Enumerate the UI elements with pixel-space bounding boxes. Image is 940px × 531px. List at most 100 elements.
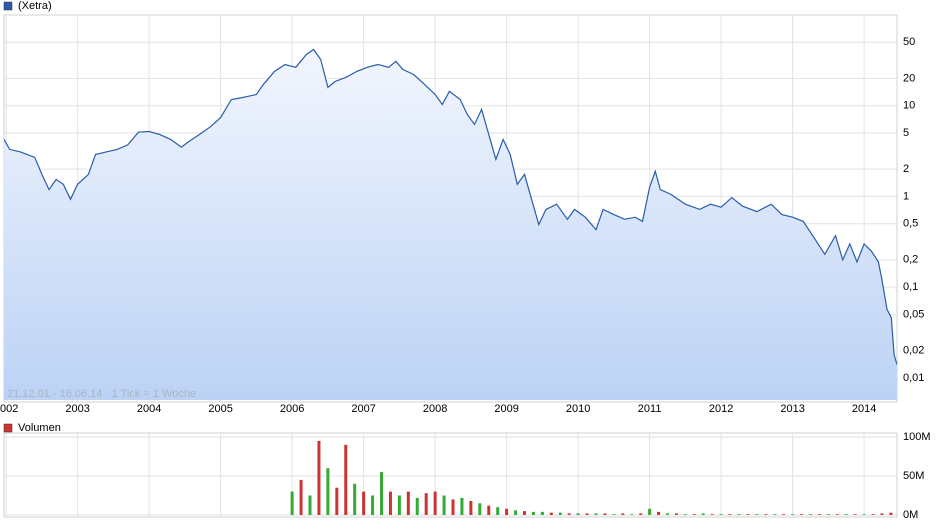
- y-tick-label: 50: [903, 36, 915, 48]
- y-tick-label: 100M: [903, 431, 931, 443]
- price-line: [4, 48, 897, 365]
- volume-bar: [612, 514, 616, 515]
- volume-bar: [380, 472, 384, 515]
- x-tick-label: 2003: [65, 403, 89, 415]
- plot-area: [3, 432, 898, 518]
- y-tick-label: 5: [903, 127, 909, 139]
- volume-bar: [344, 444, 348, 515]
- volume-bar: [505, 508, 509, 515]
- volume-bar: [835, 514, 839, 515]
- y-tick-label: 1: [903, 190, 909, 202]
- volume-bar: [594, 513, 598, 515]
- volume-bar: [701, 513, 705, 515]
- x-tick-label: 2005: [208, 403, 232, 415]
- x-tick-label: 2006: [280, 403, 304, 415]
- y-tick-label: 20: [903, 72, 915, 84]
- legend-label: Volumen: [18, 422, 61, 434]
- legend-swatch: [3, 1, 13, 11]
- volume-bar: [442, 495, 446, 515]
- volume-bar: [406, 491, 410, 515]
- volume-bar: [549, 512, 553, 515]
- volume-bar: [737, 514, 741, 515]
- volume-bar: [451, 499, 455, 515]
- volume-bar: [424, 493, 428, 515]
- volume-bar: [639, 513, 643, 515]
- x-tick-label: 2002: [0, 403, 18, 415]
- volume-bar: [692, 514, 696, 515]
- y-tick-label: 50M: [903, 470, 924, 482]
- volume-bar: [522, 511, 526, 515]
- y-tick-label: 10: [903, 100, 915, 112]
- volume-bar: [433, 491, 437, 515]
- volume-bar: [773, 514, 777, 515]
- volume-bar: [415, 497, 419, 515]
- volume-bar: [791, 514, 795, 515]
- volume-bar: [460, 497, 464, 515]
- volume-bar: [782, 514, 786, 515]
- volume-bar: [478, 503, 482, 515]
- volume-bar: [514, 510, 518, 515]
- volume-bar: [353, 483, 357, 515]
- volume-bar: [487, 505, 491, 515]
- volume-bar: [657, 511, 661, 515]
- x-tick-label: 2008: [423, 403, 447, 415]
- volume-bar: [826, 514, 830, 515]
- y-tick-label: 0,01: [903, 372, 924, 384]
- volume-bar: [853, 514, 857, 515]
- price-area: [4, 49, 897, 400]
- x-tick-label: 2007: [351, 403, 375, 415]
- volume-bar: [621, 513, 625, 515]
- volume-bar: [862, 514, 866, 515]
- volume-bar: [808, 514, 812, 515]
- y-tick-label: 0,2: [903, 254, 918, 266]
- volume-bar: [362, 491, 366, 515]
- x-tick-label: 2009: [494, 403, 518, 415]
- volume-bar: [308, 495, 312, 515]
- volume-bar: [728, 514, 732, 515]
- volume-bar: [710, 514, 714, 515]
- volume-bar: [719, 514, 723, 515]
- volume-bar: [317, 440, 321, 515]
- volume-bar: [889, 512, 893, 515]
- x-tick-label: 2014: [852, 403, 876, 415]
- volume-bar: [603, 513, 607, 515]
- x-tick-label: 2010: [566, 403, 590, 415]
- volume-bar: [469, 500, 473, 515]
- volume-bar: [880, 513, 884, 515]
- x-tick-label: 2004: [137, 403, 161, 415]
- volume-bar: [817, 514, 821, 515]
- y-tick-label: 0,02: [903, 344, 924, 356]
- volume-bar: [496, 507, 500, 515]
- volume-bar: [540, 511, 544, 515]
- x-tick-label: 2011: [638, 403, 662, 415]
- volume-bar: [746, 514, 750, 515]
- volume-bar: [326, 468, 330, 515]
- volume-bar: [764, 514, 768, 515]
- legend-label: (Xetra): [18, 0, 52, 12]
- volume-bar: [371, 495, 375, 515]
- y-tick-label: 0,5: [903, 218, 918, 230]
- y-tick-label: 2: [903, 163, 909, 175]
- x-tick-label: 2012: [709, 403, 733, 415]
- volume-bar: [800, 514, 804, 515]
- volume-bar: [630, 514, 634, 515]
- volume-bar: [397, 495, 401, 515]
- volume-bar: [388, 491, 392, 515]
- volume-bar: [558, 512, 562, 515]
- volume-bar: [299, 479, 303, 515]
- volume-bar: [335, 487, 339, 515]
- volume-bar: [871, 514, 875, 515]
- volume-bar: [290, 491, 294, 515]
- volume-bar: [683, 514, 687, 515]
- volume-bar: [567, 513, 571, 515]
- y-tick-label: 0,1: [903, 281, 918, 293]
- annotation: 21.12.01 - 16.06.14 1 Tick = 1 Woche: [7, 388, 196, 400]
- volume-bar: [755, 514, 759, 515]
- legend-swatch: [3, 423, 13, 433]
- volume-bar: [585, 513, 589, 515]
- volume-bar: [844, 514, 848, 515]
- volume-bar: [648, 508, 652, 515]
- y-tick-label: 0,05: [903, 308, 924, 320]
